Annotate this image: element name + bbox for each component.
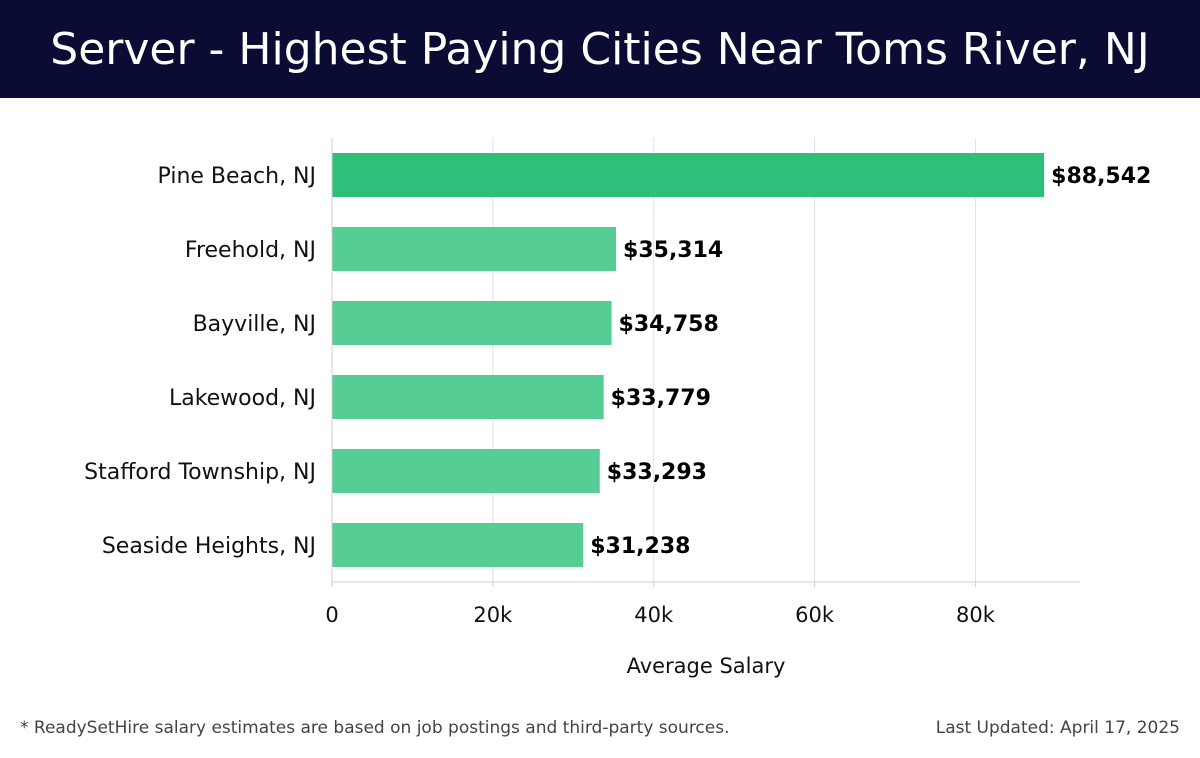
data-label: $31,238 [590, 534, 690, 559]
bar [332, 375, 604, 419]
category-label: Freehold, NJ [185, 238, 316, 263]
category-label: Seaside Heights, NJ [102, 534, 316, 559]
bar [332, 227, 617, 271]
data-label: $35,314 [623, 238, 723, 263]
bar [332, 449, 600, 493]
category-label: Pine Beach, NJ [158, 164, 316, 189]
footer-note: * ReadySetHire salary estimates are base… [20, 718, 730, 738]
data-label: $33,779 [611, 386, 711, 411]
x-tick-label: 20k [473, 603, 513, 627]
x-axis-title: Average Salary [627, 654, 786, 678]
last-updated: Last Updated: April 17, 2025 [935, 718, 1180, 738]
category-label: Bayville, NJ [193, 312, 316, 337]
bar [332, 523, 584, 567]
title-banner: Server - Highest Paying Cities Near Toms… [0, 0, 1200, 98]
page-title: Server - Highest Paying Cities Near Toms… [50, 23, 1150, 75]
x-tick-label: 80k [956, 603, 996, 627]
category-label: Lakewood, NJ [169, 386, 316, 411]
x-tick-label: 40k [634, 603, 674, 627]
data-label: $33,293 [607, 460, 707, 485]
category-label: Stafford Township, NJ [84, 460, 316, 485]
data-label: $88,542 [1051, 164, 1151, 189]
bar [332, 153, 1045, 197]
x-tick-label: 60k [795, 603, 835, 627]
x-tick-label: 0 [325, 603, 338, 627]
bar [332, 301, 612, 345]
data-label: $34,758 [619, 312, 719, 337]
